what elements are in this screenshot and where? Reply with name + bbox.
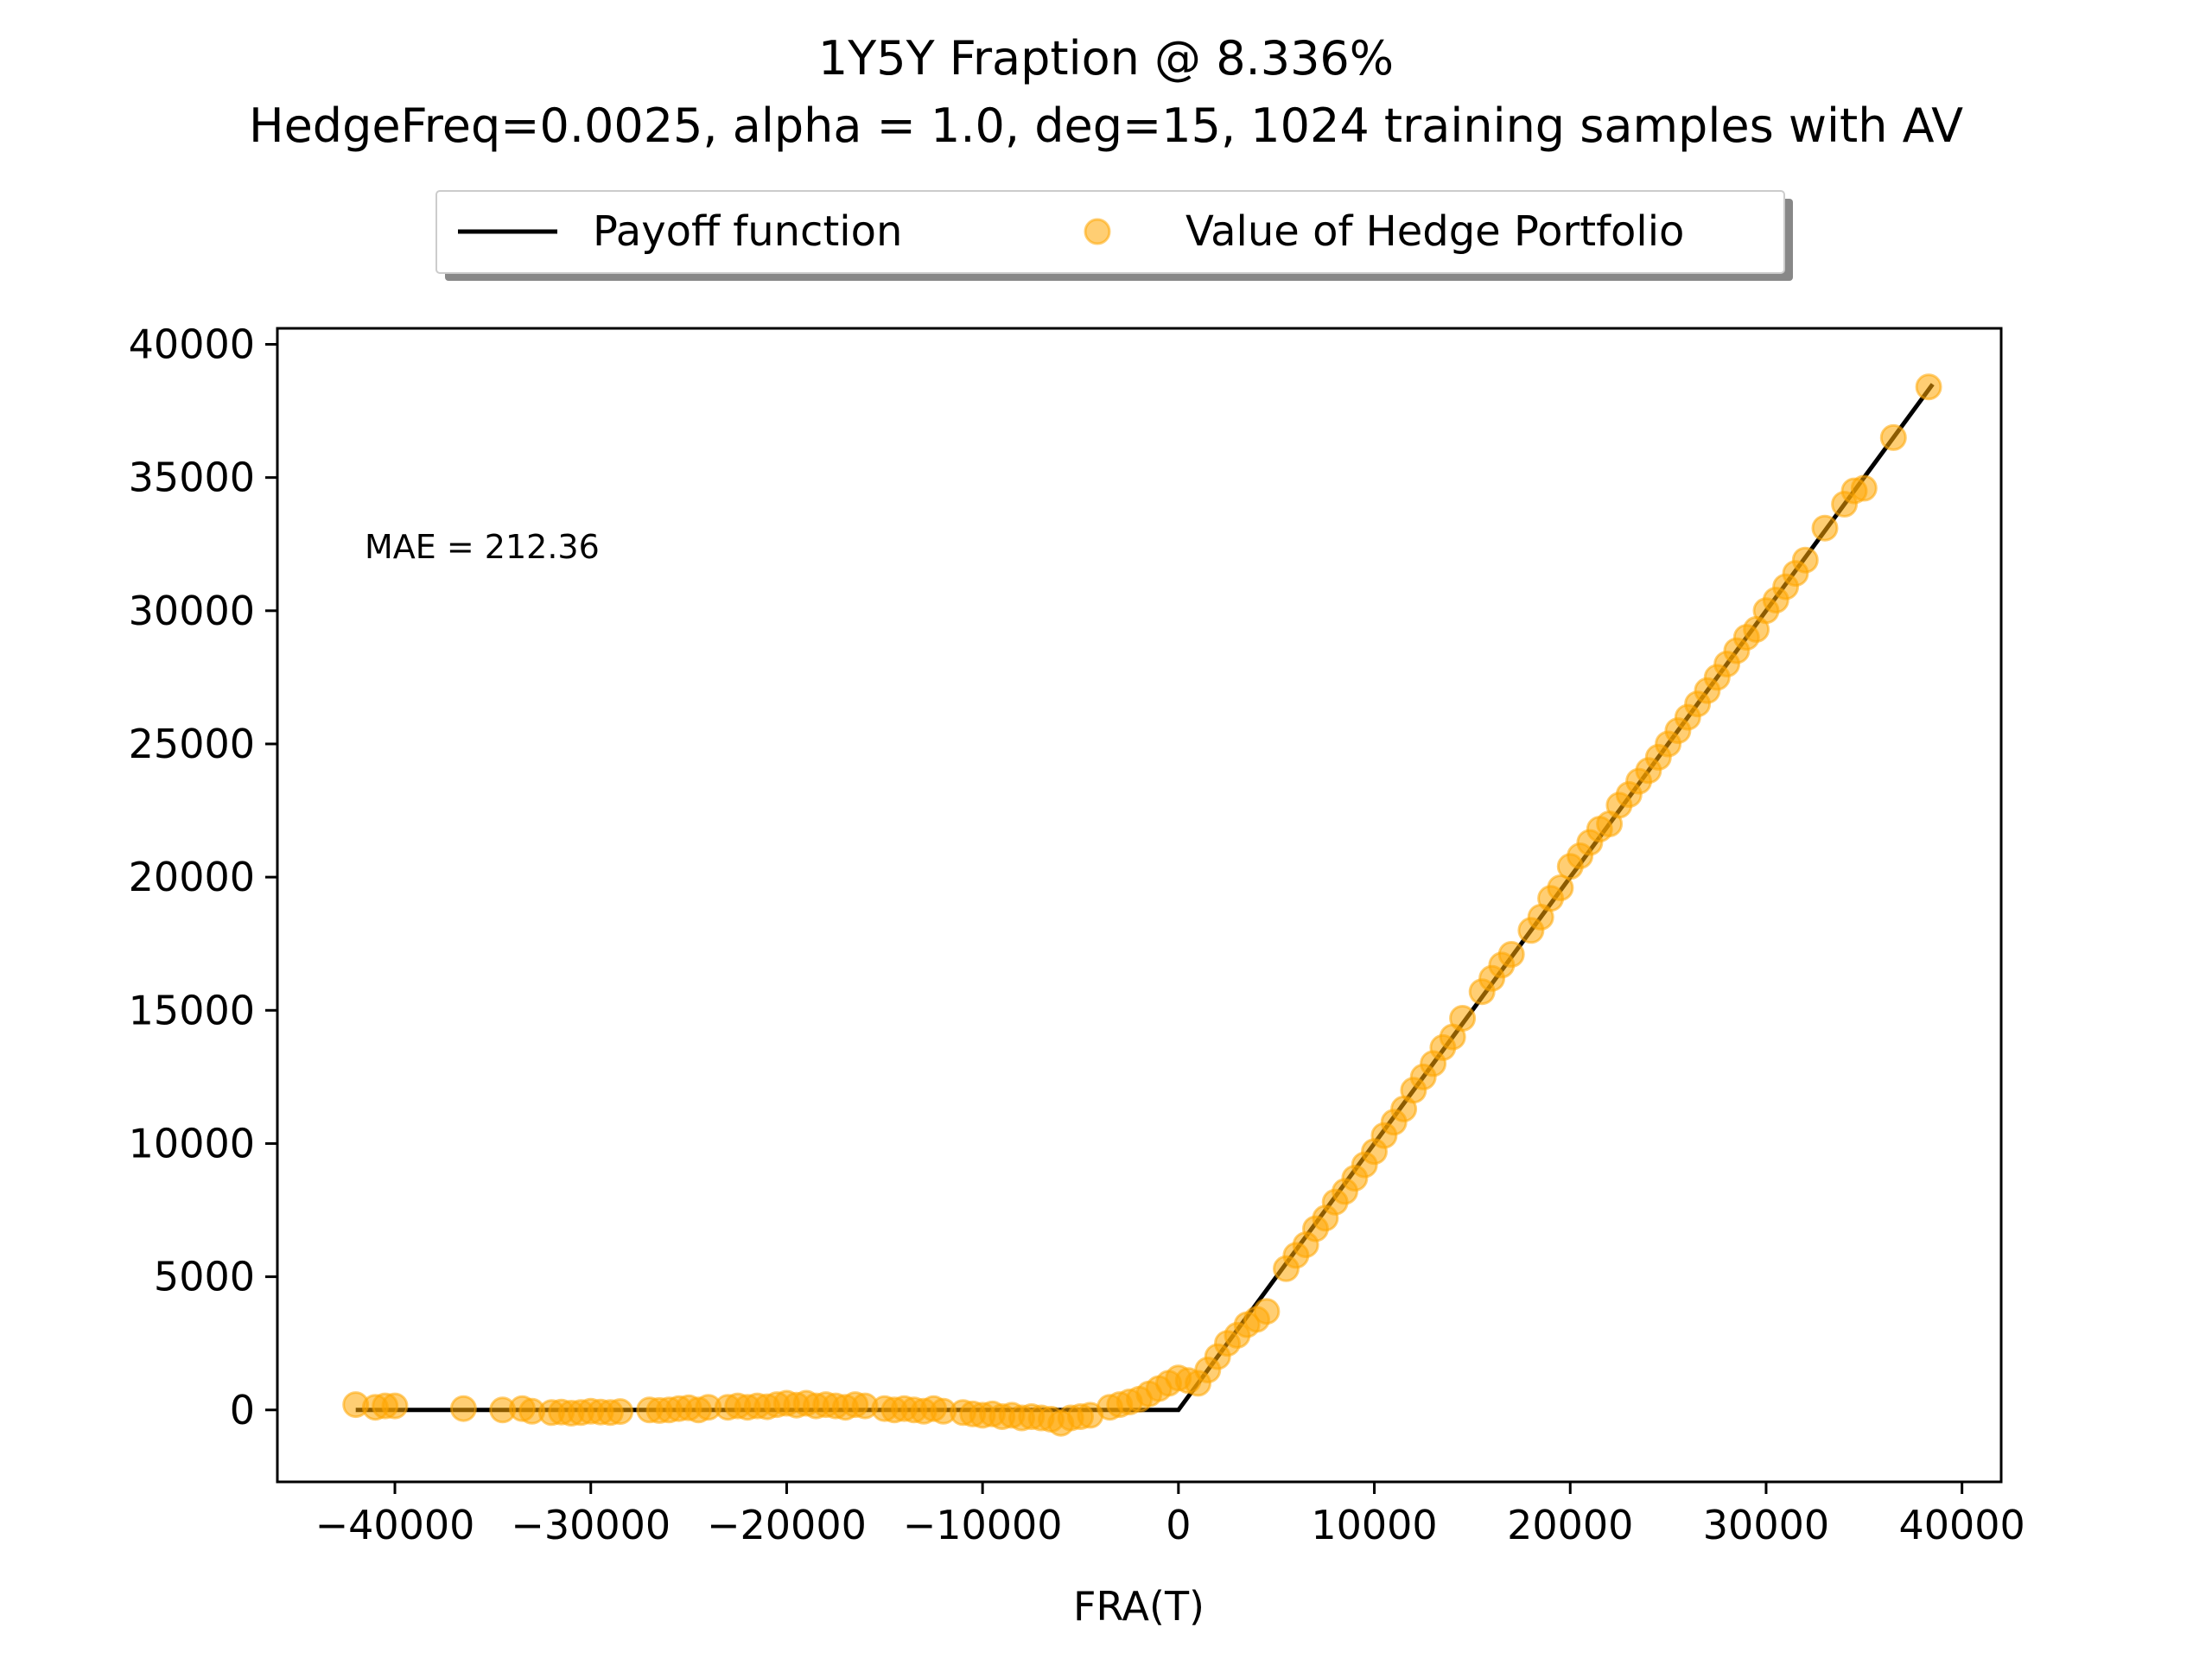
y-axis: 0 5000 10000 15000 20000 25000 30000 35000 40000 xyxy=(129,321,277,1433)
y-tick-label: 40000 xyxy=(129,321,255,367)
x-tick-label: 40000 xyxy=(1898,1502,2024,1548)
y-tick-label: 30000 xyxy=(129,588,255,634)
x-tick-label: −40000 xyxy=(315,1502,475,1548)
legend-marker-swatch xyxy=(1084,218,1111,245)
x-tick-label: −10000 xyxy=(903,1502,1063,1548)
y-tick-label: 25000 xyxy=(129,721,255,767)
hedge-point xyxy=(1879,423,1907,451)
x-tick-label: 30000 xyxy=(1703,1502,1829,1548)
y-tick-label: 0 xyxy=(230,1387,255,1433)
y-tick-label: 5000 xyxy=(154,1254,255,1300)
hedge-point xyxy=(1850,474,1878,502)
chart-title: 1Y5Y Fraption @ 8.336% xyxy=(818,31,1394,86)
y-tick-label: 10000 xyxy=(129,1120,255,1166)
hedge-point xyxy=(1915,373,1942,401)
x-tick-label: 0 xyxy=(1166,1502,1191,1548)
y-tick-label: 35000 xyxy=(129,454,255,501)
hedge-point xyxy=(449,1395,477,1422)
hedge-point xyxy=(1497,941,1525,968)
hedge-point xyxy=(1547,874,1574,901)
x-tick-label: 10000 xyxy=(1311,1502,1437,1548)
x-tick-label: 20000 xyxy=(1507,1502,1633,1548)
legend-label-payoff: Payoff function xyxy=(593,207,902,256)
x-axis-label: FRA(T) xyxy=(1073,1583,1205,1630)
hedge-point xyxy=(1811,514,1839,542)
x-tick-label: −30000 xyxy=(511,1502,671,1548)
legend: Payoff function Value of Hedge Portfolio xyxy=(435,190,1793,281)
legend-label-hedge: Value of Hedge Portfolio xyxy=(1185,207,1684,256)
x-axis: −40000 −30000 −20000 −10000 0 10000 20000 30000… xyxy=(315,1482,2025,1548)
y-tick-label: 20000 xyxy=(129,854,255,900)
plot-frame xyxy=(276,327,2003,1484)
hedge-point xyxy=(1449,1005,1477,1032)
hedge-point xyxy=(1791,546,1819,574)
mae-annotation: MAE = 212.36 xyxy=(365,528,600,566)
hedge-point xyxy=(607,1398,634,1426)
hedge-point xyxy=(1253,1298,1281,1325)
chart-subtitle: HedgeFreq=0.0025, alpha = 1.0, deg=15, 1… xyxy=(249,99,1963,153)
plot-layer xyxy=(342,373,1942,1437)
x-tick-label: −20000 xyxy=(707,1502,867,1548)
hedge-point xyxy=(381,1392,409,1420)
y-tick-label: 15000 xyxy=(129,987,255,1033)
